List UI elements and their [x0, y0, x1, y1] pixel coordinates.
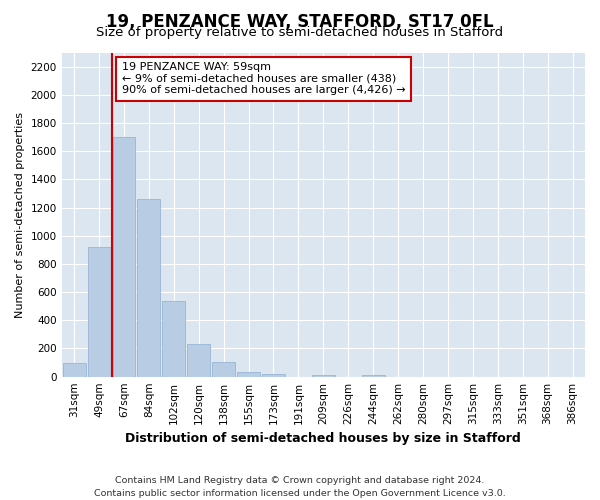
Text: 19, PENZANCE WAY, STAFFORD, ST17 0FL: 19, PENZANCE WAY, STAFFORD, ST17 0FL	[106, 12, 494, 30]
Bar	[312, 374, 335, 376]
Text: Size of property relative to semi-detached houses in Stafford: Size of property relative to semi-detach…	[97, 26, 503, 39]
X-axis label: Distribution of semi-detached houses by size in Stafford: Distribution of semi-detached houses by …	[125, 432, 521, 445]
Bar	[137, 199, 160, 376]
Bar	[88, 247, 110, 376]
Bar	[62, 364, 86, 376]
Bar	[163, 300, 185, 376]
Y-axis label: Number of semi-detached properties: Number of semi-detached properties	[15, 112, 25, 318]
Bar	[362, 374, 385, 376]
Text: 19 PENZANCE WAY: 59sqm
← 9% of semi-detached houses are smaller (438)
90% of sem: 19 PENZANCE WAY: 59sqm ← 9% of semi-deta…	[122, 62, 406, 96]
Bar	[187, 344, 210, 376]
Bar	[237, 372, 260, 376]
Bar	[262, 374, 285, 376]
Bar	[113, 137, 136, 376]
Bar	[212, 362, 235, 376]
Text: Contains HM Land Registry data © Crown copyright and database right 2024.
Contai: Contains HM Land Registry data © Crown c…	[94, 476, 506, 498]
